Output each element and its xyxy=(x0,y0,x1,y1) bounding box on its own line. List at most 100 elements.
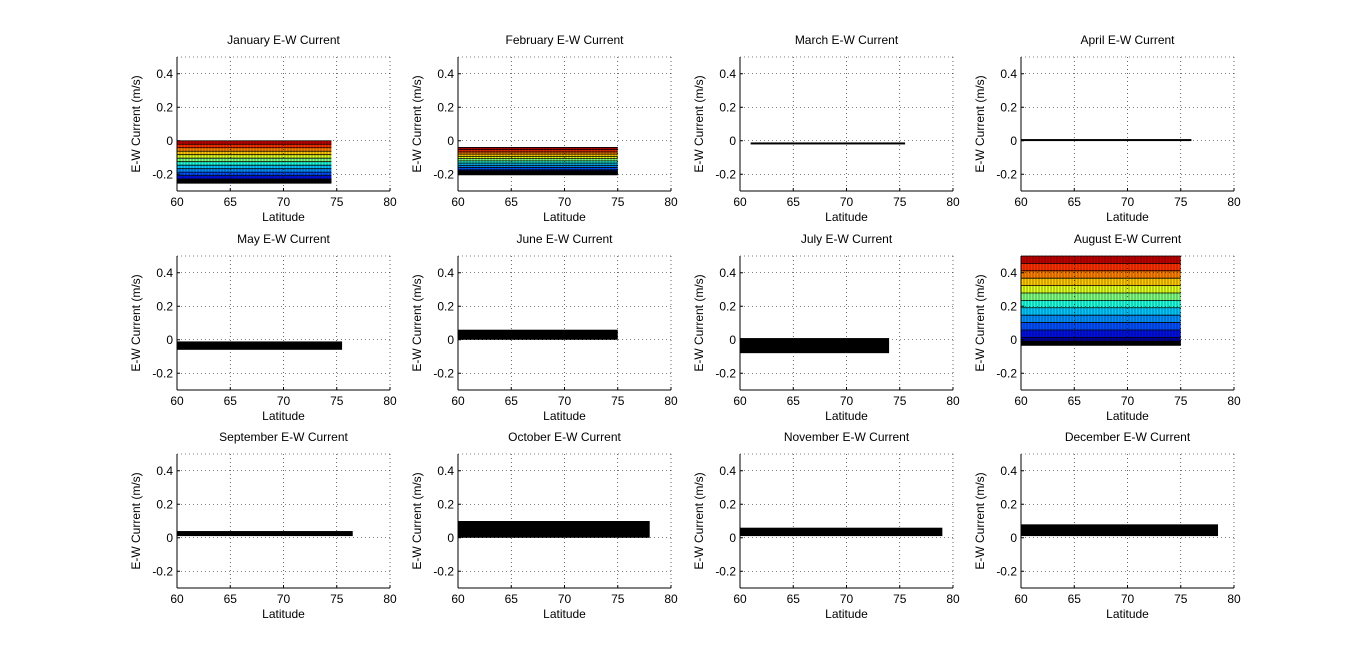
y-tick-label: 0 xyxy=(729,531,736,545)
y-tick-label: 0.4 xyxy=(719,67,736,81)
contour-band xyxy=(1021,270,1181,279)
contour-band xyxy=(458,160,618,164)
x-tick-label: 80 xyxy=(1227,592,1241,606)
x-tick-label: 75 xyxy=(1174,394,1188,408)
y-tick-label: 0.2 xyxy=(719,299,736,313)
subplot-6: 60 65 70 75 80 -0.2 0 0.2 0.4 June E-W Current Lat… xyxy=(410,232,678,423)
x-tick-label: 70 xyxy=(840,592,854,606)
y-axis-label: E-W Current (m/s) xyxy=(692,472,706,569)
data-band xyxy=(750,142,906,145)
x-tick-label: 60 xyxy=(451,394,465,408)
x-axis-label: Latitude xyxy=(543,607,586,621)
subplot-12: 60 65 70 75 80 -0.2 0 0.2 0.4 December E-W Curren… xyxy=(973,430,1241,621)
x-tick-label: 65 xyxy=(1068,592,1082,606)
y-tick-label: -0.2 xyxy=(996,564,1017,578)
contour-base xyxy=(1021,340,1181,346)
x-tick-label: 65 xyxy=(505,394,519,408)
contour-band xyxy=(1021,263,1181,272)
x-tick-label: 75 xyxy=(330,592,344,606)
x-tick-label: 70 xyxy=(1121,592,1135,606)
y-axis-label: E-W Current (m/s) xyxy=(973,472,987,569)
y-tick-label: 0.4 xyxy=(1000,67,1017,81)
contour-band xyxy=(1021,256,1181,264)
x-tick-label: 80 xyxy=(664,394,678,408)
x-tick-label: 65 xyxy=(1068,394,1082,408)
contour-band xyxy=(177,175,332,180)
x-axis-label: Latitude xyxy=(262,210,305,224)
contour-band xyxy=(458,154,618,157)
subplot-title: August E-W Current xyxy=(1074,232,1182,246)
x-tick-label: 75 xyxy=(893,195,907,209)
contour-band xyxy=(177,168,332,173)
y-tick-label: -0.2 xyxy=(433,167,454,181)
y-tick-label: 0.2 xyxy=(156,299,173,313)
y-tick-label: -0.2 xyxy=(715,167,736,181)
y-tick-label: 0.2 xyxy=(437,497,454,511)
subplot-title: February E-W Current xyxy=(505,33,624,47)
x-tick-label: 60 xyxy=(451,195,465,209)
x-tick-label: 75 xyxy=(1174,195,1188,209)
x-tick-label: 75 xyxy=(893,394,907,408)
x-tick-label: 80 xyxy=(383,592,397,606)
subplot-title: May E-W Current xyxy=(237,232,330,246)
data-band xyxy=(1021,139,1192,142)
y-tick-label: 0.4 xyxy=(719,464,736,478)
y-tick-label: 0.4 xyxy=(437,464,454,478)
x-tick-label: 75 xyxy=(611,195,625,209)
y-tick-label: 0.2 xyxy=(719,497,736,511)
data-band xyxy=(1021,524,1219,537)
subplot-3: 60 65 70 75 80 -0.2 0 0.2 0.4 March E-W Current La… xyxy=(692,33,960,224)
contour-band xyxy=(177,161,332,166)
subplot-9: 60 65 70 75 80 -0.2 0 0.2 0.4 September E-W Curre… xyxy=(129,430,397,621)
y-tick-label: 0 xyxy=(1010,333,1017,347)
y-axis-label: E-W Current (m/s) xyxy=(973,75,987,172)
x-axis-label: Latitude xyxy=(825,210,868,224)
x-tick-label: 60 xyxy=(733,195,747,209)
x-tick-label: 80 xyxy=(946,394,960,408)
x-tick-label: 80 xyxy=(664,195,678,209)
y-axis-label: E-W Current (m/s) xyxy=(973,274,987,371)
contour-base xyxy=(458,170,618,176)
contour-band xyxy=(177,151,332,156)
contour-band xyxy=(458,149,618,153)
x-axis-label: Latitude xyxy=(262,409,305,423)
data-band xyxy=(458,329,618,340)
contour-band xyxy=(458,163,618,166)
contour-band xyxy=(1021,322,1181,331)
y-tick-label: 0 xyxy=(166,333,173,347)
x-axis-label: Latitude xyxy=(1106,409,1149,423)
x-tick-label: 80 xyxy=(1227,394,1241,408)
x-tick-label: 70 xyxy=(558,592,572,606)
x-tick-label: 65 xyxy=(505,195,519,209)
y-tick-label: -0.2 xyxy=(433,564,454,578)
y-tick-label: 0 xyxy=(447,333,454,347)
data-band xyxy=(740,338,890,354)
contour-band xyxy=(1021,292,1181,301)
x-tick-label: 65 xyxy=(224,394,238,408)
subplot-10: 60 65 70 75 80 -0.2 0 0.2 0.4 October E-W Current… xyxy=(410,430,678,621)
x-tick-label: 65 xyxy=(505,592,519,606)
y-tick-label: 0.2 xyxy=(437,100,454,114)
x-tick-label: 60 xyxy=(1014,394,1028,408)
y-tick-label: 0.2 xyxy=(1000,497,1017,511)
subplot-7: 60 65 70 75 80 -0.2 0 0.2 0.4 July E-W Current Lat… xyxy=(692,232,960,423)
contour-band xyxy=(1021,315,1181,323)
x-tick-label: 80 xyxy=(383,394,397,408)
y-tick-label: 0 xyxy=(166,531,173,545)
contour-band xyxy=(177,140,332,145)
contour-band xyxy=(177,154,332,159)
y-axis-label: E-W Current (m/s) xyxy=(129,274,143,371)
contour-band xyxy=(458,158,618,162)
x-axis-label: Latitude xyxy=(1106,607,1149,621)
y-tick-label: 0 xyxy=(729,134,736,148)
x-tick-label: 65 xyxy=(224,592,238,606)
y-axis-label: E-W Current (m/s) xyxy=(692,274,706,371)
y-tick-label: 0 xyxy=(447,134,454,148)
contour-band xyxy=(1021,307,1181,316)
x-axis-label: Latitude xyxy=(262,607,305,621)
y-tick-label: 0.2 xyxy=(719,100,736,114)
y-tick-label: 0 xyxy=(729,333,736,347)
y-tick-label: 0.4 xyxy=(719,266,736,280)
subplot-1: 60 65 70 75 80 -0.2 0 0.2 0.4 January E-W Current… xyxy=(129,33,397,224)
